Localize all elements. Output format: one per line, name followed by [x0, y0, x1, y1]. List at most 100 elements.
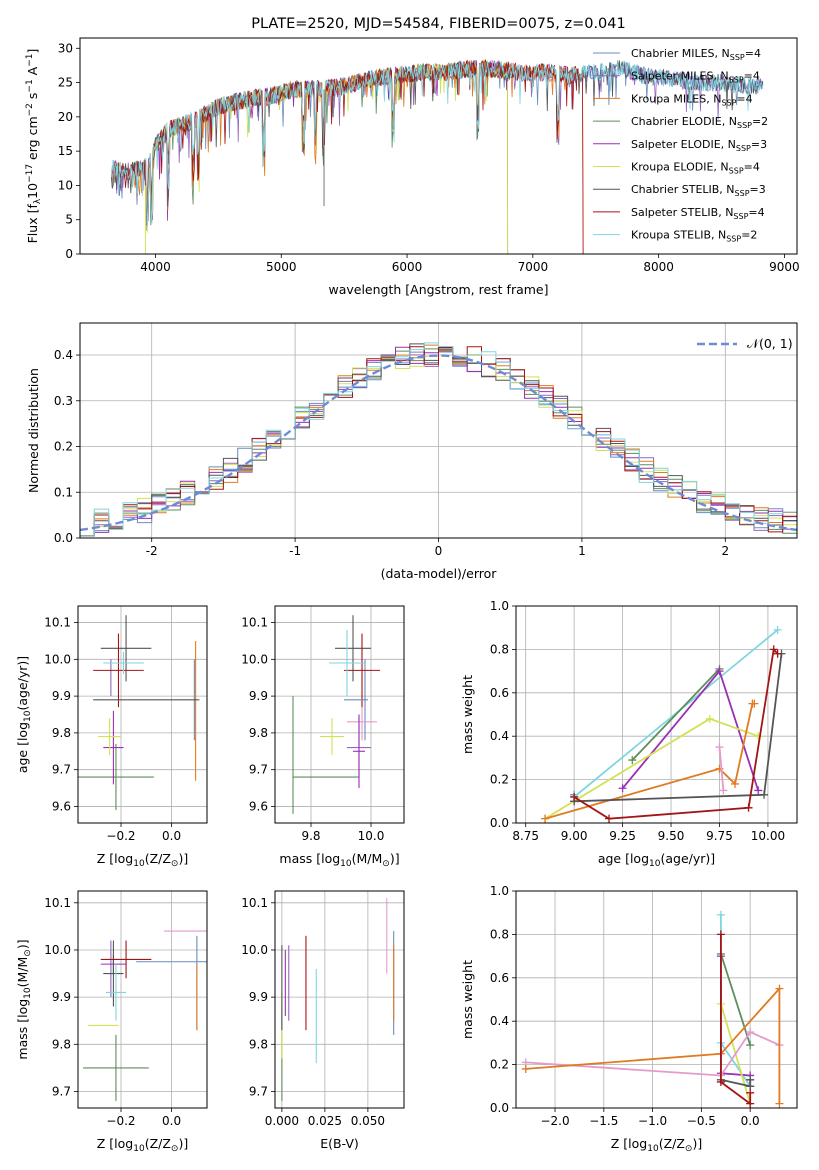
- chart-mass-vs-EBV: 0.000 0.025 0.050 9.7 9.8 9.9 10.0 10.1 E(B-V): [241, 890, 405, 1151]
- y-tick-label: 1.0: [490, 884, 509, 898]
- x-tick-label: 9000: [769, 260, 800, 274]
- y-tick-label: 0.2: [490, 773, 509, 787]
- weight-marker: [605, 814, 614, 823]
- y-axis-label-part: ]: [25, 49, 40, 54]
- y-axis-label-part: −17: [25, 164, 35, 183]
- x-tick-label: 5000: [266, 260, 297, 274]
- weight-series-6: [525, 986, 781, 1104]
- y-axis-label-part: s: [25, 93, 40, 104]
- y-axis-label: mass weight: [460, 675, 475, 754]
- y-tick-label: 20: [58, 110, 73, 124]
- x-axis-label: wavelength [Angstrom, rest frame]: [328, 282, 548, 297]
- weight-marker: [754, 732, 763, 741]
- histogram-series-8: [80, 342, 797, 538]
- weight-marker: [760, 790, 769, 799]
- y-tick-label: 0.4: [490, 729, 509, 743]
- y-axis-label-part: −1: [25, 79, 35, 92]
- axes-frame: [274, 890, 405, 1109]
- chart-spectrum: 4000 5000 6000 7000 8000 9000 0 5 10 15 20 25 30 PLAT…: [25, 16, 800, 297]
- y-axis-label: mass weight: [460, 960, 475, 1039]
- x-tick-label: 8000: [643, 260, 674, 274]
- weight-marker: [746, 1041, 755, 1050]
- x-tick-label: 7000: [518, 260, 549, 274]
- y-tick-label: 9.9: [52, 689, 71, 703]
- y-axis-label: Normed distribution: [26, 368, 41, 493]
- legend-entry: Salpeter ELODIE, NSSP=3: [631, 138, 767, 153]
- y-tick-label: 9.7: [52, 763, 71, 777]
- weight-marker: [750, 699, 759, 708]
- x-tick-label: 8.75: [512, 829, 539, 843]
- chart-weight-vs-Z: −2.0 −1.5 −1.0 −0.5 0.0 0.0 0.2 0.4 0.6 0.8 1.0 Z […: [460, 884, 798, 1154]
- weight-marker: [716, 910, 725, 919]
- y-tick-label: 1.0: [490, 599, 509, 613]
- y-axis-label-part: Flux [f: [25, 204, 40, 244]
- chart-age-vs-mass: 9.8 10.0 9.6 9.7 9.8 9.9 10.0 10.1 mass [log10(M…: [241, 605, 405, 869]
- weight-marker: [769, 645, 778, 654]
- plot-area: [83, 930, 207, 1101]
- y-tick-label: 0.8: [490, 642, 509, 656]
- chart-title: PLATE=2520, MJD=54584, FIBERID=0075, z=0…: [251, 16, 625, 32]
- y-axis-label-part: 10: [25, 183, 40, 199]
- axes-frame: [79, 37, 798, 255]
- plot-area: [292, 615, 380, 814]
- x-tick-label: 9.8: [301, 829, 320, 843]
- weight-series-7: [574, 653, 783, 803]
- chart-residuals: -2 -1 0 1 2 0.0 0.1 0.2 0.3 0.4 (data-model)/error…: [26, 322, 798, 581]
- weight-marker: [705, 714, 714, 723]
- plot-area: [281, 898, 395, 1101]
- weight-marker: [773, 649, 782, 658]
- weight-marker: [754, 786, 763, 795]
- y-tick-label: 9.9: [52, 990, 71, 1004]
- legend-entry: Kroupa MILES, NSSP=4: [631, 92, 753, 107]
- x-axis-label: Z [log10(Z/Z⊙)]: [611, 1136, 702, 1154]
- x-tick-label: -1: [289, 544, 301, 558]
- x-tick-label: −2.0: [540, 1114, 569, 1128]
- x-tick-label: −0.2: [106, 829, 135, 843]
- y-tick-label: 0.0: [490, 1101, 509, 1115]
- x-tick-label: 1: [578, 544, 586, 558]
- y-tick-label: 0.6: [490, 971, 509, 985]
- axes-frame: [77, 890, 208, 1109]
- plot-area: [80, 342, 797, 538]
- weight-marker: [746, 1028, 755, 1037]
- weight-marker: [744, 803, 753, 812]
- x-tick-label: 0.0: [162, 1114, 181, 1128]
- y-tick-label: 0.8: [490, 927, 509, 941]
- normal-reference-curve: [80, 354, 797, 532]
- axes-frame: [79, 322, 798, 539]
- chart-age-vs-Z: −0.2 0.0 9.6 9.7 9.8 9.9 10.0 10.1 Z [log10(Z/Z⊙…: [15, 605, 208, 869]
- weight-marker: [618, 784, 627, 793]
- x-tick-label: −1.5: [589, 1114, 618, 1128]
- legend-entry: Chabrier ELODIE, NSSP=2: [631, 115, 768, 130]
- x-tick-label: 0: [435, 544, 443, 558]
- y-tick-label: 9.8: [249, 1037, 268, 1051]
- x-tick-label: 10.0: [358, 829, 385, 843]
- weight-marker: [775, 1099, 784, 1108]
- legend-entry: Kroupa ELODIE, NSSP=4: [631, 161, 760, 176]
- weight-marker: [730, 779, 739, 788]
- y-tick-label: 9.6: [52, 799, 71, 813]
- weight-series-6: [718, 746, 725, 791]
- weight-marker: [521, 1064, 530, 1073]
- y-tick-label: 10.1: [241, 896, 268, 910]
- weight-series-8: [720, 934, 752, 1106]
- y-tick-label: 10.1: [241, 616, 268, 630]
- weight-marker: [716, 930, 725, 939]
- x-axis-label: age [log10(age/yr)]: [598, 851, 715, 869]
- x-tick-label: 9.00: [561, 829, 588, 843]
- axes-frame: [515, 605, 798, 824]
- weight-marker: [570, 792, 579, 801]
- y-tick-label: 9.7: [249, 1084, 268, 1098]
- weight-marker: [716, 1077, 725, 1086]
- x-tick-label: 9.50: [658, 829, 685, 843]
- y-tick-label: 5: [65, 213, 73, 227]
- weight-marker: [719, 786, 728, 795]
- legend-entry: Chabrier MILES, NSSP=4: [631, 47, 761, 62]
- x-tick-label: 0.025: [308, 1114, 342, 1128]
- weight-marker: [773, 625, 782, 634]
- y-tick-label: 9.7: [52, 1084, 71, 1098]
- y-tick-label: 0.4: [490, 1014, 509, 1028]
- x-tick-label: 9.25: [609, 829, 636, 843]
- y-tick-label: 0: [65, 247, 73, 261]
